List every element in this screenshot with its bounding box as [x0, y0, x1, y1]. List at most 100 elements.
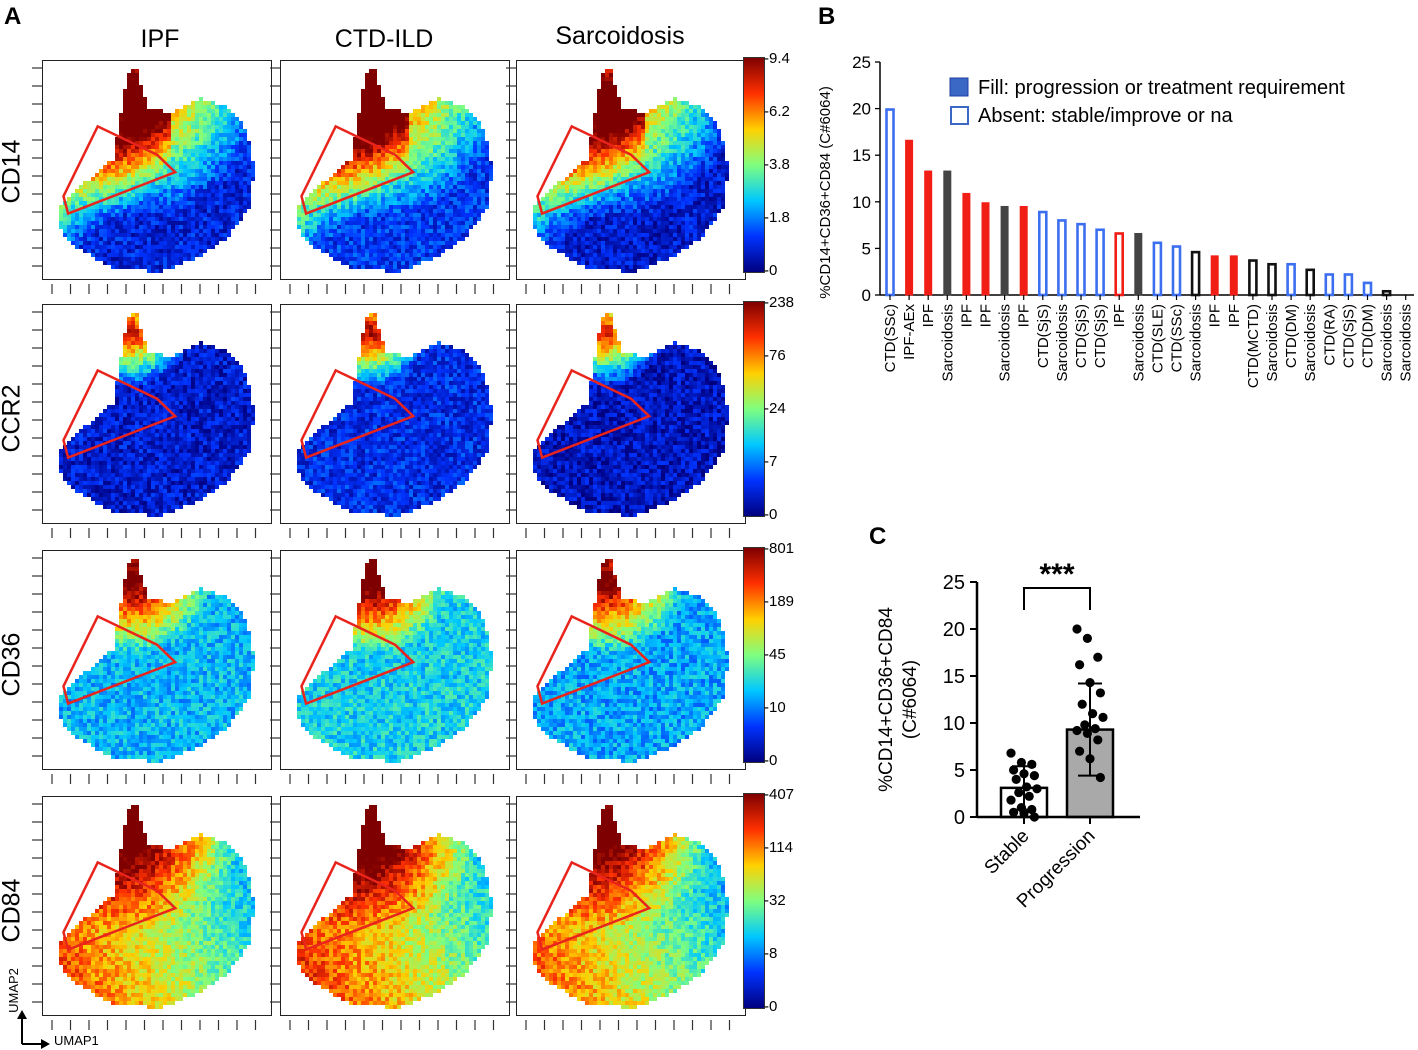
data-point [1096, 773, 1105, 782]
bar-16 [1192, 252, 1199, 295]
bar-25 [1364, 283, 1371, 295]
x-tick-label: CTD(RA) [1321, 304, 1338, 366]
bar-9 [1058, 220, 1065, 295]
bar-18 [1230, 256, 1237, 295]
bar-23 [1326, 274, 1333, 295]
legend-filled-label: Fill: progression or treatment requireme… [978, 77, 1345, 99]
data-point [1093, 735, 1102, 744]
colorbar-cd84 [743, 793, 765, 1009]
data-point [1006, 795, 1015, 804]
axis-ticks [502, 60, 760, 308]
y-axis-label-line1: %CD14+CD36+CD84 [876, 607, 897, 792]
x-tick-label: IPF [978, 304, 995, 327]
x-tick-label: Sarcoidosis [939, 304, 956, 382]
x-tick-label: Sarcoidosis [1130, 304, 1147, 382]
x-tick-label: Sarcoidosis [1188, 304, 1205, 382]
colorbar-tick-label: -0 [764, 753, 777, 768]
bar-20 [1269, 264, 1276, 295]
data-point [1096, 688, 1105, 697]
colorbar-tick-label: -0 [764, 507, 777, 522]
colorbar-cd36 [743, 547, 765, 763]
y-tick-label: 20 [943, 619, 965, 641]
colorbar-tick-label: -76 [764, 348, 786, 363]
bar-12 [1116, 233, 1123, 295]
data-point [1072, 726, 1081, 735]
x-tick-label: CTD(SjS) [1340, 304, 1357, 368]
x-tick-label: IPF [1016, 304, 1033, 327]
colorbar-tick-label: -10 [764, 700, 786, 715]
bar-22 [1307, 270, 1314, 295]
bar-6 [1001, 206, 1008, 295]
data-point [1014, 788, 1023, 797]
x-tick-label: IPF [958, 304, 975, 327]
colorbar-cd14 [743, 57, 765, 273]
x-tick-label: Sarcoidosis [1398, 304, 1414, 382]
bar-chart-c: 0510152025%CD14+CD36+CD84(C#6064)StableP… [860, 550, 1160, 950]
row-label-cd36: CD36 [0, 605, 27, 725]
x-tick-label: IPF-AEx [901, 304, 918, 360]
colorbar-tick-label: -407 [764, 787, 794, 802]
bar-0 [887, 110, 894, 295]
bar-7 [1020, 206, 1027, 295]
bar-8 [1039, 212, 1046, 295]
bar-10 [1078, 224, 1085, 295]
column-title-ctd-ild: CTD-ILD [284, 25, 484, 54]
x-tick-label: CTD(SSc) [1169, 304, 1186, 372]
y-tick-label: 20 [852, 100, 871, 119]
x-tick-label: Stable [981, 826, 1034, 879]
axis-ticks [502, 796, 760, 1044]
umap2-label: UMAP2 [6, 968, 21, 1013]
colorbar-tick-label: -801 [764, 541, 794, 556]
axis-ticks [28, 304, 286, 552]
bar-4 [963, 193, 970, 295]
y-axis-label: %CD14+CD36+CD84 (C#6064) [817, 86, 834, 299]
row-label-cd14: CD14 [0, 112, 27, 232]
colorbar-tick-label: -189 [764, 594, 794, 609]
data-point [1030, 771, 1039, 780]
x-tick-label: Sarcoidosis [1302, 304, 1319, 382]
bar-15 [1173, 247, 1180, 295]
data-point [1006, 748, 1015, 757]
colorbar-tick-label: -45 [764, 647, 786, 662]
x-tick-label: IPF [1226, 304, 1243, 327]
data-point [1098, 713, 1107, 722]
axis-ticks [28, 60, 286, 308]
colorbar-tick-label: -7 [764, 454, 777, 469]
y-tick-label: 10 [943, 713, 965, 735]
bar-13 [1135, 233, 1142, 295]
axis-ticks [266, 304, 524, 552]
axis-ticks [266, 796, 524, 1044]
x-tick-label: IPF [920, 304, 937, 327]
axis-ticks [266, 60, 524, 308]
row-label-cd84: CD84 [0, 851, 27, 971]
column-title-ipf: IPF [60, 25, 260, 54]
bar-2 [925, 171, 932, 295]
x-tick-label: IPF [1207, 304, 1224, 327]
bar-19 [1249, 261, 1256, 295]
y-tick-label: 25 [943, 572, 965, 594]
significance-bracket [1024, 588, 1090, 610]
bar-17 [1211, 256, 1218, 295]
x-tick-label: CTD(SjS) [1092, 304, 1109, 368]
data-point [1091, 724, 1100, 733]
column-title-sarcoidosis: Sarcoidosis [520, 22, 720, 51]
significance-stars: *** [1039, 558, 1074, 591]
x-tick-label: Sarcoidosis [1264, 304, 1281, 382]
y-tick-label: 25 [852, 53, 871, 72]
colorbar-tick-label: -24 [764, 401, 786, 416]
legend-outline-swatch [951, 107, 968, 124]
x-tick-label: CTD(SSc) [882, 304, 899, 372]
colorbar-tick-label: -6.2 [764, 104, 790, 119]
axis-ticks [266, 550, 524, 798]
bar-21 [1288, 264, 1295, 295]
x-tick-label: CTD(MCTD) [1245, 304, 1262, 388]
umap-axis-arrows [10, 1010, 50, 1050]
x-tick-label: Sarcoidosis [1054, 304, 1071, 382]
umap1-label: UMAP1 [54, 1033, 99, 1048]
bar-14 [1154, 243, 1161, 295]
data-point [1083, 634, 1092, 643]
bar-26 [1383, 291, 1390, 295]
data-point [1075, 660, 1084, 669]
colorbar-tick-label: -0 [764, 999, 777, 1014]
